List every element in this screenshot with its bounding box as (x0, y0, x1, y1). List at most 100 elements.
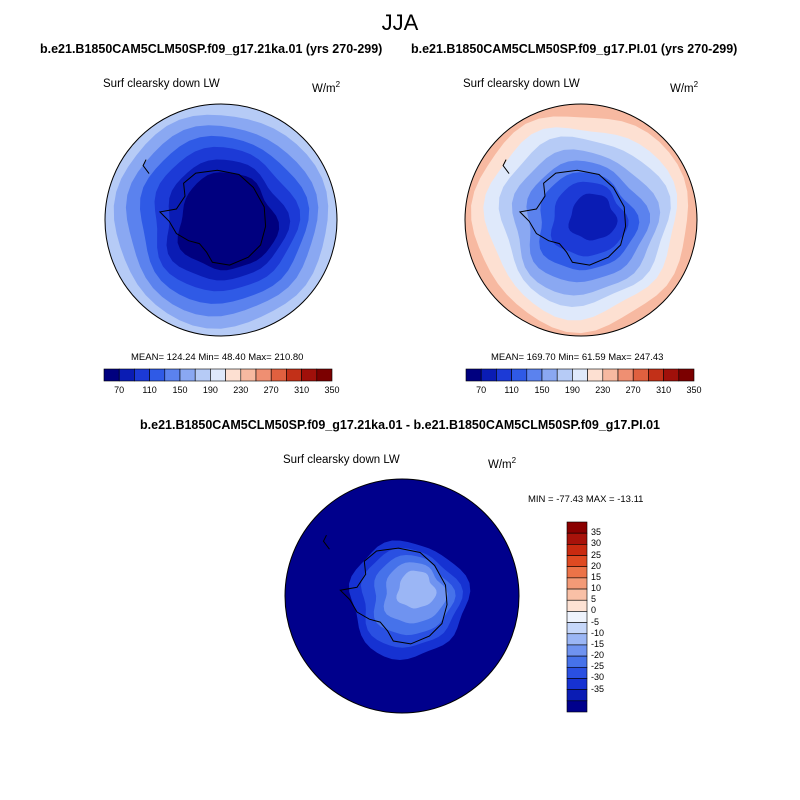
colorbar-box-14 (566, 678, 588, 690)
colorbar-box-3 (511, 368, 528, 382)
panel2-colorbar (465, 368, 695, 382)
colorbar-box-15 (566, 689, 588, 702)
colorbar-box-9 (240, 368, 257, 382)
panel1-polar-map (104, 103, 338, 337)
map-boundary (104, 103, 338, 337)
diff-colorbar (566, 521, 588, 713)
coastline-south-america-tip (322, 534, 330, 550)
colorbar-tick-label: 25 (591, 549, 602, 560)
colorbar-tick-label: 30 (591, 538, 602, 549)
colorbar-box-1 (118, 368, 135, 382)
diff-polar-map (284, 478, 520, 714)
colorbar-tick-label: 35 (591, 527, 602, 538)
contour-field (465, 104, 697, 336)
colorbar-box-12 (286, 368, 302, 382)
colorbar-tick-label: 270 (625, 385, 641, 395)
colorbar-tick-label: 110 (142, 385, 157, 395)
colorbar-box-10 (255, 368, 272, 382)
coastline-antarctica (339, 547, 448, 645)
colorbar-box-6 (556, 368, 573, 382)
panel2-stats: MEAN= 169.70 Min= 61.59 Max= 247.43 (491, 352, 664, 363)
colorbar-box-0 (103, 368, 120, 382)
diff-stats: MIN = -77.43 MAX = -13.11 (528, 494, 644, 505)
colorbar-tick-label: -30 (591, 672, 605, 683)
colorbar-box-8 (587, 368, 604, 382)
diff-units-exp: 2 (511, 456, 517, 465)
colorbar-box-5 (179, 368, 196, 382)
panel2-units-exp: 2 (693, 80, 699, 89)
colorbar-box-6 (194, 368, 211, 382)
panel2-case-title: b.e21.B1850CAM5CLM50SP.f09_g17.PI.01 (yr… (411, 42, 738, 56)
colorbar-box-8 (566, 611, 588, 623)
colorbar-tick-label: 310 (294, 385, 310, 395)
contour-level-0 (177, 172, 280, 271)
colorbar-tick-label: 230 (233, 385, 249, 395)
colorbar-tick-label: 0 (591, 605, 597, 616)
colorbar-box-7 (566, 599, 588, 612)
diff-colorbar-labels: 35 30 25 20 15 10 5 0 -5 -10 -15 -20 -25 -30 -35 (591, 522, 621, 712)
coastline-south-america-tip (502, 159, 510, 174)
colorbar-tick-label: -10 (591, 627, 605, 638)
colorbar-tick-label: 350 (324, 385, 340, 395)
colorbar-box-10 (566, 633, 588, 646)
contour-level-6 (396, 570, 437, 609)
colorbar-box-11 (270, 368, 287, 382)
colorbar-box-11 (566, 644, 588, 657)
figure-season-title: JJA (381, 10, 419, 35)
colorbar-box-9 (602, 368, 619, 382)
colorbar-tick-label: 70 (476, 385, 487, 395)
panel1-units-base: W/m (312, 82, 336, 95)
diff-units-base: W/m (488, 458, 512, 471)
colorbar-box-4 (526, 368, 543, 382)
panel1-colorbar-labels: 70 110 150 190 230 270 310 350 (104, 385, 339, 397)
colorbar-box-3 (149, 368, 166, 382)
colorbar-tick-label: -25 (591, 661, 605, 672)
panel1-units-exp: 2 (335, 80, 341, 89)
colorbar-tick-label: 190 (202, 385, 218, 395)
colorbar-tick-label: 15 (591, 571, 602, 582)
colorbar-box-13 (663, 368, 680, 382)
map-boundary (464, 103, 698, 337)
colorbar-tick-label: 350 (686, 385, 702, 395)
colorbar-tick-label: 230 (595, 385, 611, 395)
colorbar-box-2 (134, 368, 150, 382)
contour-field (105, 104, 337, 336)
colorbar-box-13 (566, 666, 588, 679)
diff-variable-label: Surf clearsky down LW (283, 454, 400, 466)
colorbar-tick-label: 190 (564, 385, 580, 395)
colorbar-tick-label: 70 (114, 385, 125, 395)
coastline-antarctica (158, 169, 267, 266)
colorbar-box-14 (316, 368, 333, 382)
panel2-units: W/m2 (670, 80, 698, 95)
colorbar-box-7 (210, 368, 226, 382)
colorbar-box-2 (496, 368, 512, 382)
colorbar-box-9 (566, 622, 588, 635)
colorbar-box-13 (301, 368, 318, 382)
panel1-units: W/m2 (312, 80, 340, 95)
colorbar-tick-label: 150 (534, 385, 550, 395)
diff-units: W/m2 (488, 456, 516, 471)
panel2-polar-map (464, 103, 698, 337)
colorbar-tick-label: 110 (504, 385, 519, 395)
panel1-case-title: b.e21.B1850CAM5CLM50SP.f09_g17.21ka.01 (… (40, 42, 383, 56)
panel2-units-base: W/m (670, 82, 694, 95)
colorbar-box-2 (566, 544, 588, 556)
colorbar-box-8 (225, 368, 242, 382)
contour-level-1 (568, 193, 618, 241)
colorbar-box-3 (566, 555, 588, 568)
panel1-variable-label: Surf clearsky down LW (103, 78, 220, 90)
colorbar-box-1 (566, 532, 588, 545)
colorbar-tick-label: -35 (591, 683, 605, 694)
colorbar-box-12 (566, 655, 588, 668)
colorbar-tick-label: -5 (591, 616, 600, 627)
panel2-variable-label: Surf clearsky down LW (463, 78, 580, 90)
colorbar-box-4 (566, 566, 588, 579)
coastline-antarctica (518, 169, 627, 266)
diff-case-title: b.e21.B1850CAM5CLM50SP.f09_g17.21ka.01 -… (140, 418, 660, 432)
colorbar-box-7 (572, 368, 588, 382)
panel1-colorbar (103, 368, 333, 382)
colorbar-box-4 (164, 368, 181, 382)
colorbar-box-5 (566, 577, 588, 590)
contour-field (285, 479, 519, 713)
colorbar-box-10 (617, 368, 634, 382)
